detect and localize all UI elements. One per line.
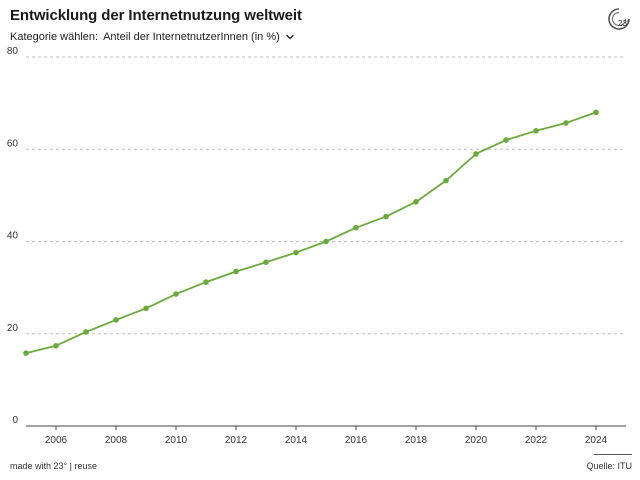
data-point bbox=[23, 350, 29, 356]
data-point bbox=[293, 249, 299, 256]
x-tick-label: 2012 bbox=[225, 435, 248, 446]
footer-divider bbox=[594, 454, 632, 455]
data-point bbox=[113, 317, 119, 323]
data-point bbox=[503, 137, 509, 143]
series-line bbox=[25, 111, 597, 354]
y-tick-label: 60 bbox=[7, 138, 19, 149]
x-tick-label: 2024 bbox=[585, 435, 608, 446]
data-point bbox=[53, 342, 59, 349]
y-tick-label: 0 bbox=[12, 415, 18, 426]
made-with-link[interactable]: made with 23° | reuse bbox=[10, 461, 97, 471]
chart-title: Entwicklung der Internetnutzung weltweit bbox=[10, 7, 302, 24]
logo-text: 23° bbox=[618, 19, 630, 28]
data-point bbox=[353, 224, 359, 231]
y-tick-label: 40 bbox=[7, 231, 19, 242]
data-point bbox=[563, 120, 569, 126]
chevron-down-icon bbox=[286, 34, 294, 40]
source-label: Quelle: ITU bbox=[586, 461, 632, 471]
x-tick-label: 2022 bbox=[525, 435, 548, 446]
data-point bbox=[413, 199, 419, 205]
x-tick-label: 2014 bbox=[285, 435, 308, 446]
y-tick-label: 20 bbox=[7, 323, 19, 334]
x-tick-label: 2020 bbox=[465, 435, 488, 446]
y-tick-label: 80 bbox=[7, 46, 19, 57]
data-point bbox=[473, 151, 479, 157]
data-point bbox=[593, 109, 599, 116]
x-tick-label: 2016 bbox=[345, 435, 368, 446]
data-point bbox=[383, 213, 389, 220]
data-point bbox=[203, 279, 209, 285]
x-tick-label: 2008 bbox=[105, 435, 128, 446]
data-point bbox=[263, 259, 269, 266]
data-point bbox=[173, 291, 179, 297]
23-degrees-logo-icon: 23° bbox=[608, 8, 630, 30]
data-point bbox=[83, 329, 89, 335]
data-point bbox=[323, 238, 329, 245]
data-point bbox=[233, 268, 239, 275]
category-selector-prefix: Kategorie wählen: bbox=[10, 31, 99, 43]
category-selector[interactable]: Kategorie wählen: Anteil der Internetnut… bbox=[10, 31, 295, 43]
x-tick-label: 2010 bbox=[165, 435, 188, 446]
category-selector-value: Anteil der InternetnutzerInnen (in %) bbox=[103, 31, 280, 43]
data-point bbox=[533, 128, 539, 134]
data-point bbox=[443, 177, 449, 184]
data-point bbox=[143, 305, 149, 312]
x-tick-label: 2018 bbox=[405, 435, 428, 446]
x-tick-label: 2006 bbox=[45, 435, 68, 446]
